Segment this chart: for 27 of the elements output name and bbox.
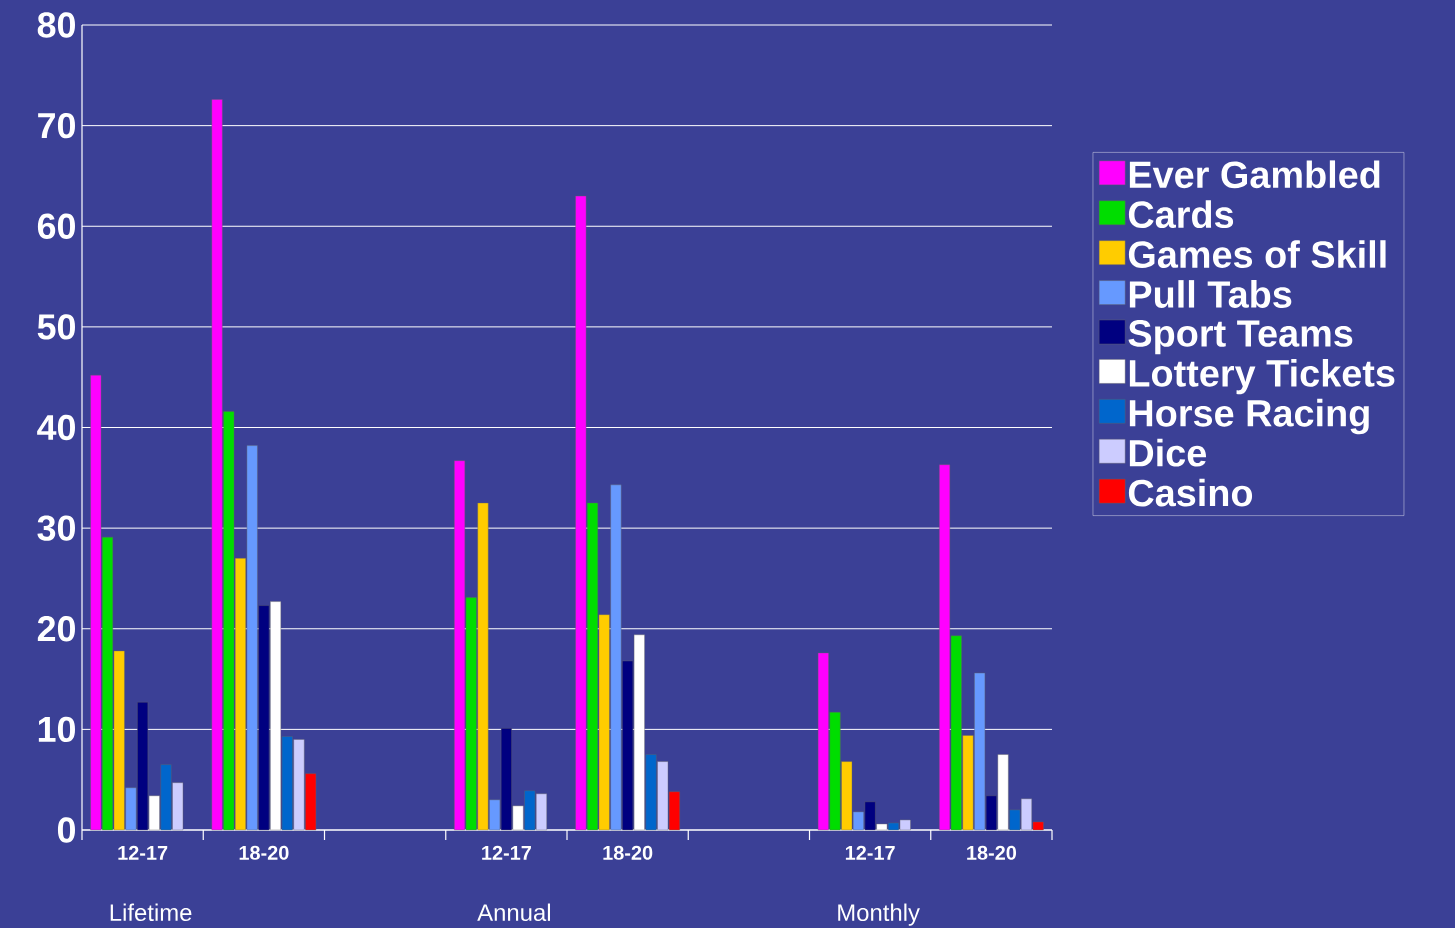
text: Annual [477,903,550,922]
legend-label: Dice [1129,438,1207,467]
x-tick-label: 18-20 [239,845,289,860]
legend-label: Ever Gambled [1129,160,1380,189]
y-tick-label: 60 [37,213,75,239]
y-tick-label: 50 [37,314,75,340]
x-tick-label: 12-17 [845,845,895,860]
x-tick-label: 12-17 [118,845,168,860]
y-tick-label: 80 [37,12,75,38]
y-tick-label: 10 [38,716,75,743]
x-tick-label: 18-20 [603,845,653,860]
legend-label: Sport Teams [1128,320,1353,355]
legend-label: Games of Skill [1128,240,1386,269]
legend-label: Pull Tabs [1129,280,1292,308]
legend-label: Cards [1128,200,1234,229]
x-tick-label: 12-17 [482,845,531,860]
y-tick-label: 30 [37,515,75,541]
legend-label: Casino [1128,478,1253,507]
text: Monthly [838,903,920,926]
legend-label: Horse Racing [1129,398,1369,435]
y-tick-label: 40 [37,414,75,441]
y-tick-label: 20 [37,616,75,642]
text: Lifetime [110,903,192,922]
y-tick-label: 0 [57,817,75,843]
legend-label: Lottery Tickets [1129,358,1395,395]
y-tick-label: 70 [38,112,75,139]
x-tick-label: 18-20 [967,845,1017,860]
